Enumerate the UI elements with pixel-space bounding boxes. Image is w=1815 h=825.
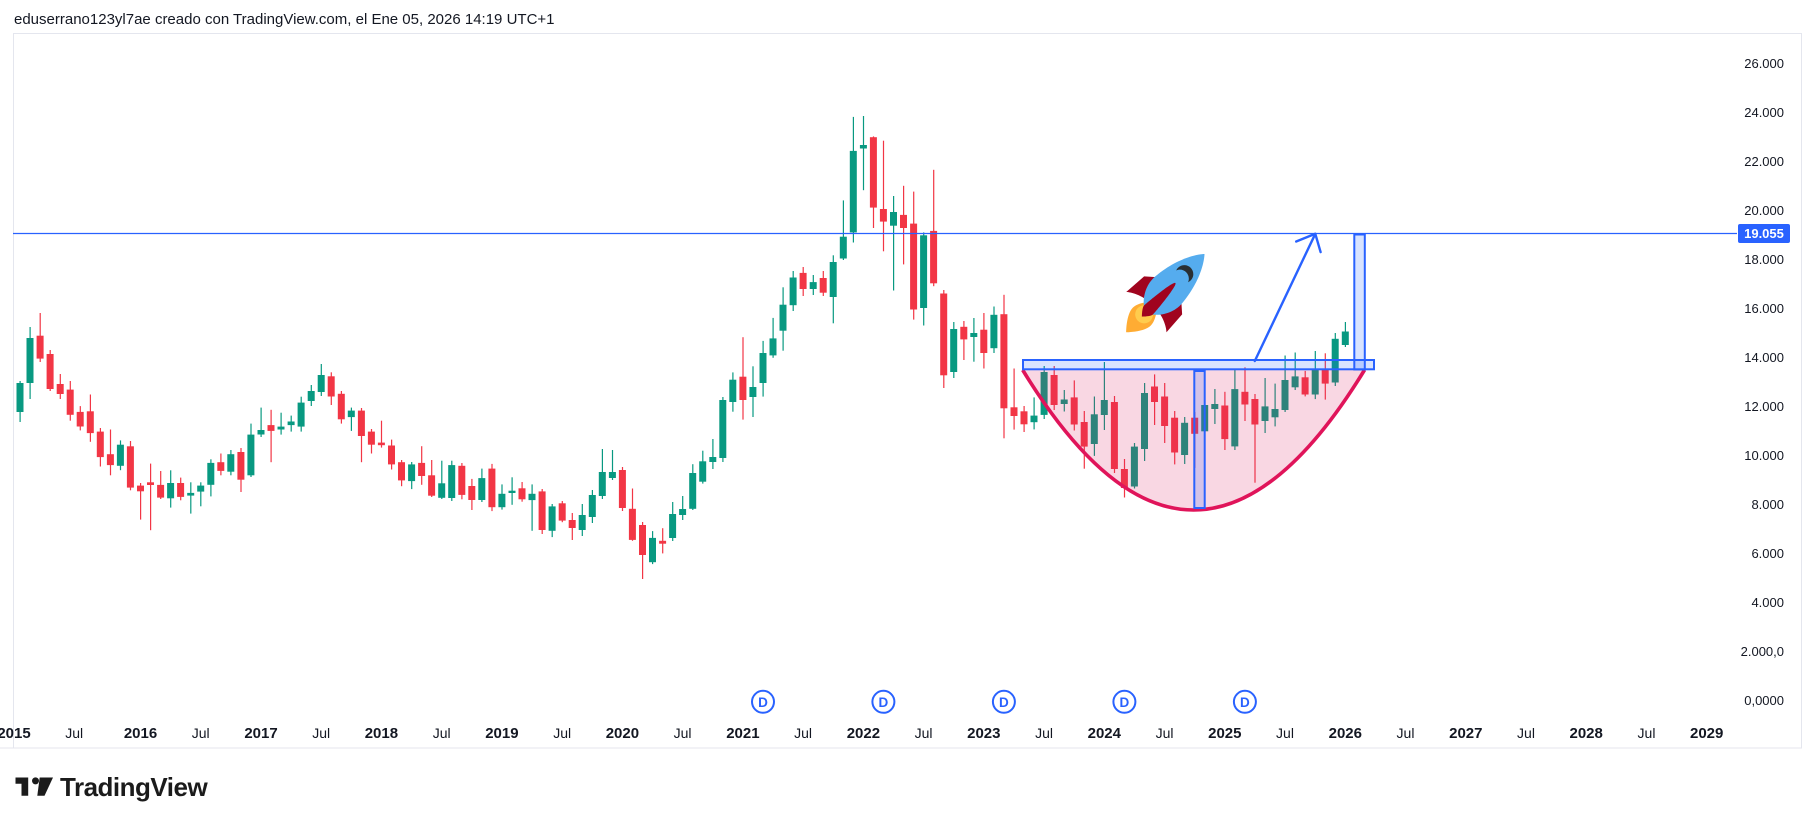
svg-text:Jul: Jul [1397,725,1415,741]
svg-text:12.000: 12.000 [1744,399,1784,414]
svg-text:2028: 2028 [1570,725,1603,742]
svg-text:Jul: Jul [1517,725,1535,741]
svg-text:Jul: Jul [312,725,330,741]
svg-text:D: D [879,695,889,710]
svg-text:Jul: Jul [674,725,692,741]
svg-text:2020: 2020 [606,725,639,742]
svg-text:24.000: 24.000 [1744,105,1784,120]
svg-text:8.000: 8.000 [1751,497,1784,512]
svg-text:4.000: 4.000 [1751,595,1784,610]
svg-text:D: D [1240,695,1250,710]
svg-text:Jul: Jul [65,725,83,741]
svg-text:2016: 2016 [124,725,157,742]
svg-text:2022: 2022 [847,725,880,742]
svg-text:2027: 2027 [1449,725,1482,742]
svg-text:TradingView: TradingView [60,772,208,802]
svg-text:Jul: Jul [794,725,812,741]
svg-text:Jul: Jul [433,725,451,741]
svg-text:2019: 2019 [485,725,518,742]
svg-text:D: D [999,695,1009,710]
svg-text:10.000: 10.000 [1744,448,1784,463]
svg-text:Jul: Jul [1156,725,1174,741]
svg-text:Jul: Jul [1035,725,1053,741]
svg-text:Jul: Jul [192,725,210,741]
svg-text:0,0000: 0,0000 [1744,693,1784,708]
svg-text:20.000: 20.000 [1744,203,1784,218]
svg-text:2026: 2026 [1329,725,1362,742]
svg-text:2021: 2021 [726,725,759,742]
svg-text:2018: 2018 [365,725,398,742]
svg-text:Jul: Jul [553,725,571,741]
svg-text:2017: 2017 [244,725,277,742]
svg-text:Jul: Jul [915,725,933,741]
svg-text:2023: 2023 [967,725,1000,742]
svg-text:6.000: 6.000 [1751,546,1784,561]
svg-text:Jul: Jul [1638,725,1656,741]
svg-text:22.000: 22.000 [1744,154,1784,169]
svg-text:26.000: 26.000 [1744,56,1784,71]
svg-text:2029: 2029 [1690,725,1723,742]
svg-text:14.000: 14.000 [1744,350,1784,365]
svg-text:2015: 2015 [0,725,31,742]
svg-text:16.000: 16.000 [1744,301,1784,316]
svg-text:2024: 2024 [1088,725,1122,742]
svg-text:D: D [1120,695,1130,710]
svg-text:19.055: 19.055 [1744,226,1784,241]
svg-text:18.000: 18.000 [1744,252,1784,267]
svg-text:D: D [758,695,768,710]
svg-text:Jul: Jul [1276,725,1294,741]
svg-text:2025: 2025 [1208,725,1241,742]
svg-text:2.000,0: 2.000,0 [1741,644,1784,659]
